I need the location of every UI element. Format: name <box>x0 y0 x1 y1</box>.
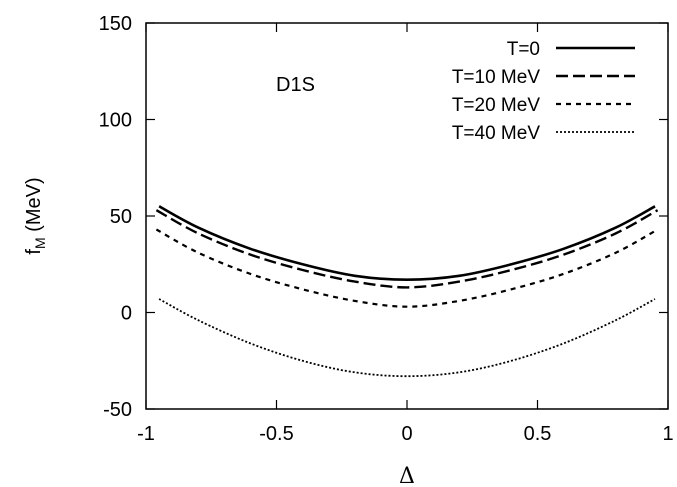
x-tick-label: -0.5 <box>259 423 293 445</box>
x-tick-label: 0.5 <box>524 423 552 445</box>
series-line-4 <box>158 298 656 378</box>
series-line-2 <box>155 209 659 289</box>
y-axis-label-subscript: M <box>32 237 48 249</box>
plot-frame <box>145 22 669 410</box>
legend: T=0 T=10 MeV T=20 MeV T=40 MeV <box>452 39 635 144</box>
y-axis-label-main: f <box>23 249 45 255</box>
legend-label: T=40 MeV <box>452 123 541 144</box>
y-tick-label: -50 <box>103 399 132 421</box>
y-axis-label: fM (MeV) <box>23 177 48 254</box>
series-layer <box>155 205 659 378</box>
y-tick-label: 100 <box>99 110 132 132</box>
ticks-layer: -1 -0.5 0 0.5 1 -50 0 50 100 150 <box>99 13 674 445</box>
annotation-d1s: D1S <box>276 74 315 96</box>
y-tick-label: 0 <box>121 303 132 325</box>
legend-label: T=0 <box>507 39 540 60</box>
x-tick-label: -1 <box>137 423 155 445</box>
legend-label: T=10 MeV <box>452 67 541 88</box>
legend-label: T=20 MeV <box>452 95 541 116</box>
series-line-3 <box>155 228 659 308</box>
x-tick-label: 1 <box>662 423 673 445</box>
series-line-1 <box>158 205 656 282</box>
x-axis-label: Δ <box>399 464 415 487</box>
x-tick-label: 0 <box>401 423 412 445</box>
y-tick-label: 150 <box>99 13 132 35</box>
y-tick-label: 50 <box>110 206 132 228</box>
y-axis-label-unit: (MeV) <box>23 177 45 237</box>
